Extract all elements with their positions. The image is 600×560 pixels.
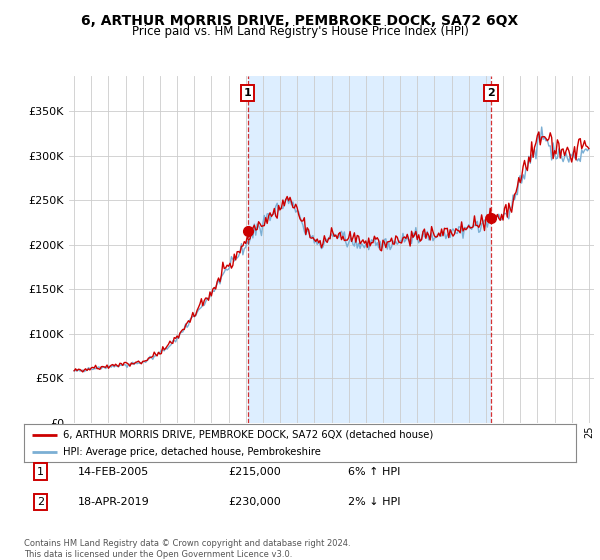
Text: 6% ↑ HPI: 6% ↑ HPI — [348, 466, 400, 477]
Text: 1: 1 — [37, 466, 44, 477]
Text: 2% ↓ HPI: 2% ↓ HPI — [348, 497, 401, 507]
Text: 18-APR-2019: 18-APR-2019 — [78, 497, 150, 507]
Text: 2: 2 — [487, 88, 495, 98]
Bar — [248, 76, 491, 423]
Text: £230,000: £230,000 — [228, 497, 281, 507]
Text: 14-FEB-2005: 14-FEB-2005 — [78, 466, 149, 477]
Text: Contains HM Land Registry data © Crown copyright and database right 2024.
This d: Contains HM Land Registry data © Crown c… — [24, 539, 350, 559]
Text: 6, ARTHUR MORRIS DRIVE, PEMBROKE DOCK, SA72 6QX: 6, ARTHUR MORRIS DRIVE, PEMBROKE DOCK, S… — [82, 14, 518, 28]
Text: Price paid vs. HM Land Registry's House Price Index (HPI): Price paid vs. HM Land Registry's House … — [131, 25, 469, 38]
Text: 2: 2 — [37, 497, 44, 507]
Text: 6, ARTHUR MORRIS DRIVE, PEMBROKE DOCK, SA72 6QX (detached house): 6, ARTHUR MORRIS DRIVE, PEMBROKE DOCK, S… — [62, 430, 433, 440]
Text: 1: 1 — [244, 88, 251, 98]
Text: HPI: Average price, detached house, Pembrokeshire: HPI: Average price, detached house, Pemb… — [62, 447, 320, 458]
Text: £215,000: £215,000 — [228, 466, 281, 477]
